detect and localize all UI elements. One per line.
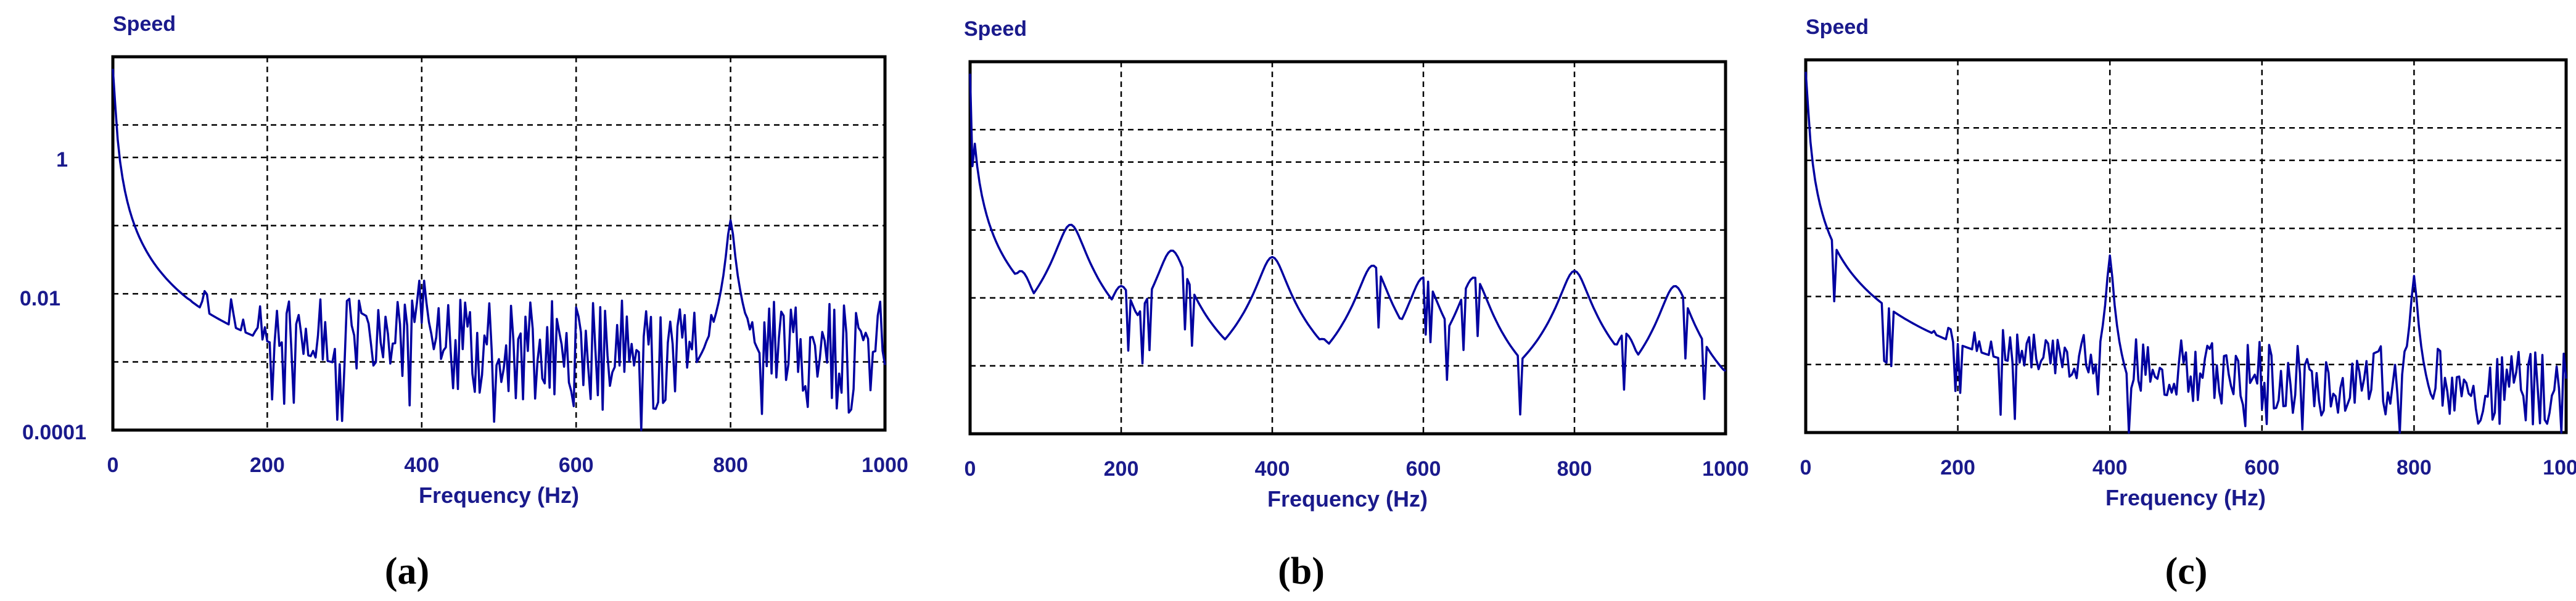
x-tick-label: 400 xyxy=(1255,457,1290,481)
panel-caption: (a) xyxy=(385,550,429,592)
panel-caption: (b) xyxy=(1278,550,1325,592)
plot-frame xyxy=(111,55,887,432)
x-tick-labels: 0 200 400 600 800 1000 xyxy=(1800,456,2576,479)
grid xyxy=(113,57,885,430)
x-tick-label: 0 xyxy=(1800,456,1812,479)
grid xyxy=(1806,60,2566,433)
x-axis-title: Frequency (Hz) xyxy=(1267,486,1428,512)
panel-caption: (c) xyxy=(2165,550,2208,592)
x-axis-title: Frequency (Hz) xyxy=(2105,485,2266,510)
x-tick-label: 1000 xyxy=(1702,457,1749,481)
series-line xyxy=(969,73,1727,416)
x-tick-labels: 0 200 400 600 800 1000 xyxy=(107,454,908,477)
x-tick-label: 0 xyxy=(965,457,976,481)
x-tick-label: 0 xyxy=(107,454,119,477)
x-tick-label: 800 xyxy=(713,454,748,477)
x-tick-labels: 0 200 400 600 800 1000 xyxy=(965,457,1749,481)
y-tick-label: 0.0001 xyxy=(22,421,86,444)
series-line xyxy=(1804,72,2567,434)
plot-frame xyxy=(1804,58,2568,434)
x-tick-label: 200 xyxy=(1940,456,1975,479)
y-title: Speed xyxy=(1806,15,1869,39)
x-tick-label: 200 xyxy=(250,454,285,477)
x-tick-label: 400 xyxy=(404,454,439,477)
series-line xyxy=(112,68,886,431)
y-tick-label: 1 xyxy=(56,148,68,172)
x-tick-label: 800 xyxy=(2397,456,2432,479)
panel-c: Speed 0 200 400 600 800 1000 Frequency (… xyxy=(1800,15,2576,592)
x-tick-label: 1000 xyxy=(862,454,908,477)
panel-a: Speed 1 0.01 0.0001 0 200 400 600 800 10… xyxy=(20,12,908,592)
x-tick-label: 600 xyxy=(1406,457,1441,481)
x-tick-label: 400 xyxy=(2092,456,2128,479)
plot-frame xyxy=(968,60,1727,436)
grid xyxy=(970,62,1726,434)
y-tick-label: 0.01 xyxy=(20,287,60,310)
x-axis-title: Frequency (Hz) xyxy=(419,483,579,508)
y-title: Speed xyxy=(964,17,1027,41)
x-tick-label: 1000 xyxy=(2543,456,2576,479)
y-tick-labels: 1 0.01 0.0001 xyxy=(20,148,86,444)
x-tick-label: 200 xyxy=(1104,457,1139,481)
x-tick-label: 600 xyxy=(2244,456,2279,479)
panel-b: Speed 0 200 400 600 800 1000 Frequency (… xyxy=(964,17,1749,592)
x-tick-label: 800 xyxy=(1557,457,1592,481)
x-tick-label: 600 xyxy=(559,454,594,477)
y-title: Speed xyxy=(113,12,176,36)
